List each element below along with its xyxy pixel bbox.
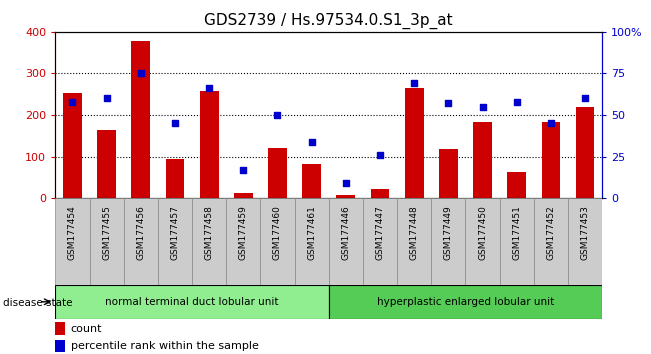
Bar: [568, 198, 602, 285]
Bar: [363, 198, 397, 285]
Text: GSM177459: GSM177459: [239, 205, 248, 260]
Bar: [55, 340, 65, 352]
Bar: [370, 189, 389, 198]
Text: hyperplastic enlarged lobular unit: hyperplastic enlarged lobular unit: [377, 297, 554, 307]
Point: [135, 71, 146, 76]
Bar: [432, 198, 465, 285]
Bar: [329, 198, 363, 285]
Bar: [397, 198, 432, 285]
Bar: [55, 322, 65, 335]
Bar: [192, 198, 227, 285]
Text: GSM177455: GSM177455: [102, 205, 111, 260]
Point: [409, 81, 419, 86]
Text: percentile rank within the sample: percentile rank within the sample: [71, 341, 258, 351]
Bar: [302, 164, 321, 198]
Text: GSM177458: GSM177458: [204, 205, 214, 260]
Point: [272, 112, 283, 118]
Bar: [575, 107, 594, 198]
Point: [580, 96, 590, 101]
Point: [375, 152, 385, 158]
Bar: [227, 198, 260, 285]
Text: count: count: [71, 324, 102, 333]
Text: GSM177448: GSM177448: [409, 205, 419, 260]
Text: GSM177451: GSM177451: [512, 205, 521, 260]
Bar: [200, 91, 219, 198]
Bar: [534, 198, 568, 285]
Text: GSM177456: GSM177456: [136, 205, 145, 260]
Bar: [158, 198, 192, 285]
Bar: [473, 122, 492, 198]
Point: [477, 104, 488, 110]
Bar: [63, 93, 82, 198]
Text: GSM177461: GSM177461: [307, 205, 316, 260]
Bar: [465, 198, 500, 285]
Point: [204, 86, 214, 91]
Bar: [132, 41, 150, 198]
Bar: [55, 285, 329, 319]
Bar: [268, 148, 287, 198]
Title: GDS2739 / Hs.97534.0.S1_3p_at: GDS2739 / Hs.97534.0.S1_3p_at: [204, 13, 453, 29]
Bar: [165, 159, 184, 198]
Point: [443, 101, 454, 106]
Point: [512, 99, 522, 104]
Bar: [124, 198, 158, 285]
Text: GSM177453: GSM177453: [581, 205, 590, 260]
Point: [102, 96, 112, 101]
Text: GSM177447: GSM177447: [376, 205, 385, 260]
Bar: [500, 198, 534, 285]
Text: GSM177449: GSM177449: [444, 205, 453, 260]
Text: GSM177452: GSM177452: [546, 205, 555, 260]
Bar: [294, 198, 329, 285]
Bar: [234, 193, 253, 198]
Bar: [542, 122, 561, 198]
Point: [340, 181, 351, 186]
Text: GSM177460: GSM177460: [273, 205, 282, 260]
Bar: [97, 130, 116, 198]
Text: normal terminal duct lobular unit: normal terminal duct lobular unit: [105, 297, 279, 307]
Bar: [439, 149, 458, 198]
Text: disease state: disease state: [3, 298, 73, 308]
Text: GSM177450: GSM177450: [478, 205, 487, 260]
Bar: [55, 198, 89, 285]
Bar: [507, 172, 526, 198]
Bar: [337, 195, 355, 198]
Text: GSM177454: GSM177454: [68, 205, 77, 260]
Point: [546, 120, 556, 126]
Bar: [405, 88, 424, 198]
Text: GSM177457: GSM177457: [171, 205, 180, 260]
Point: [170, 120, 180, 126]
Bar: [90, 198, 124, 285]
Text: GSM177446: GSM177446: [341, 205, 350, 260]
Point: [67, 99, 77, 104]
Bar: [329, 285, 602, 319]
Point: [238, 167, 249, 173]
Bar: [260, 198, 295, 285]
Point: [307, 139, 317, 144]
